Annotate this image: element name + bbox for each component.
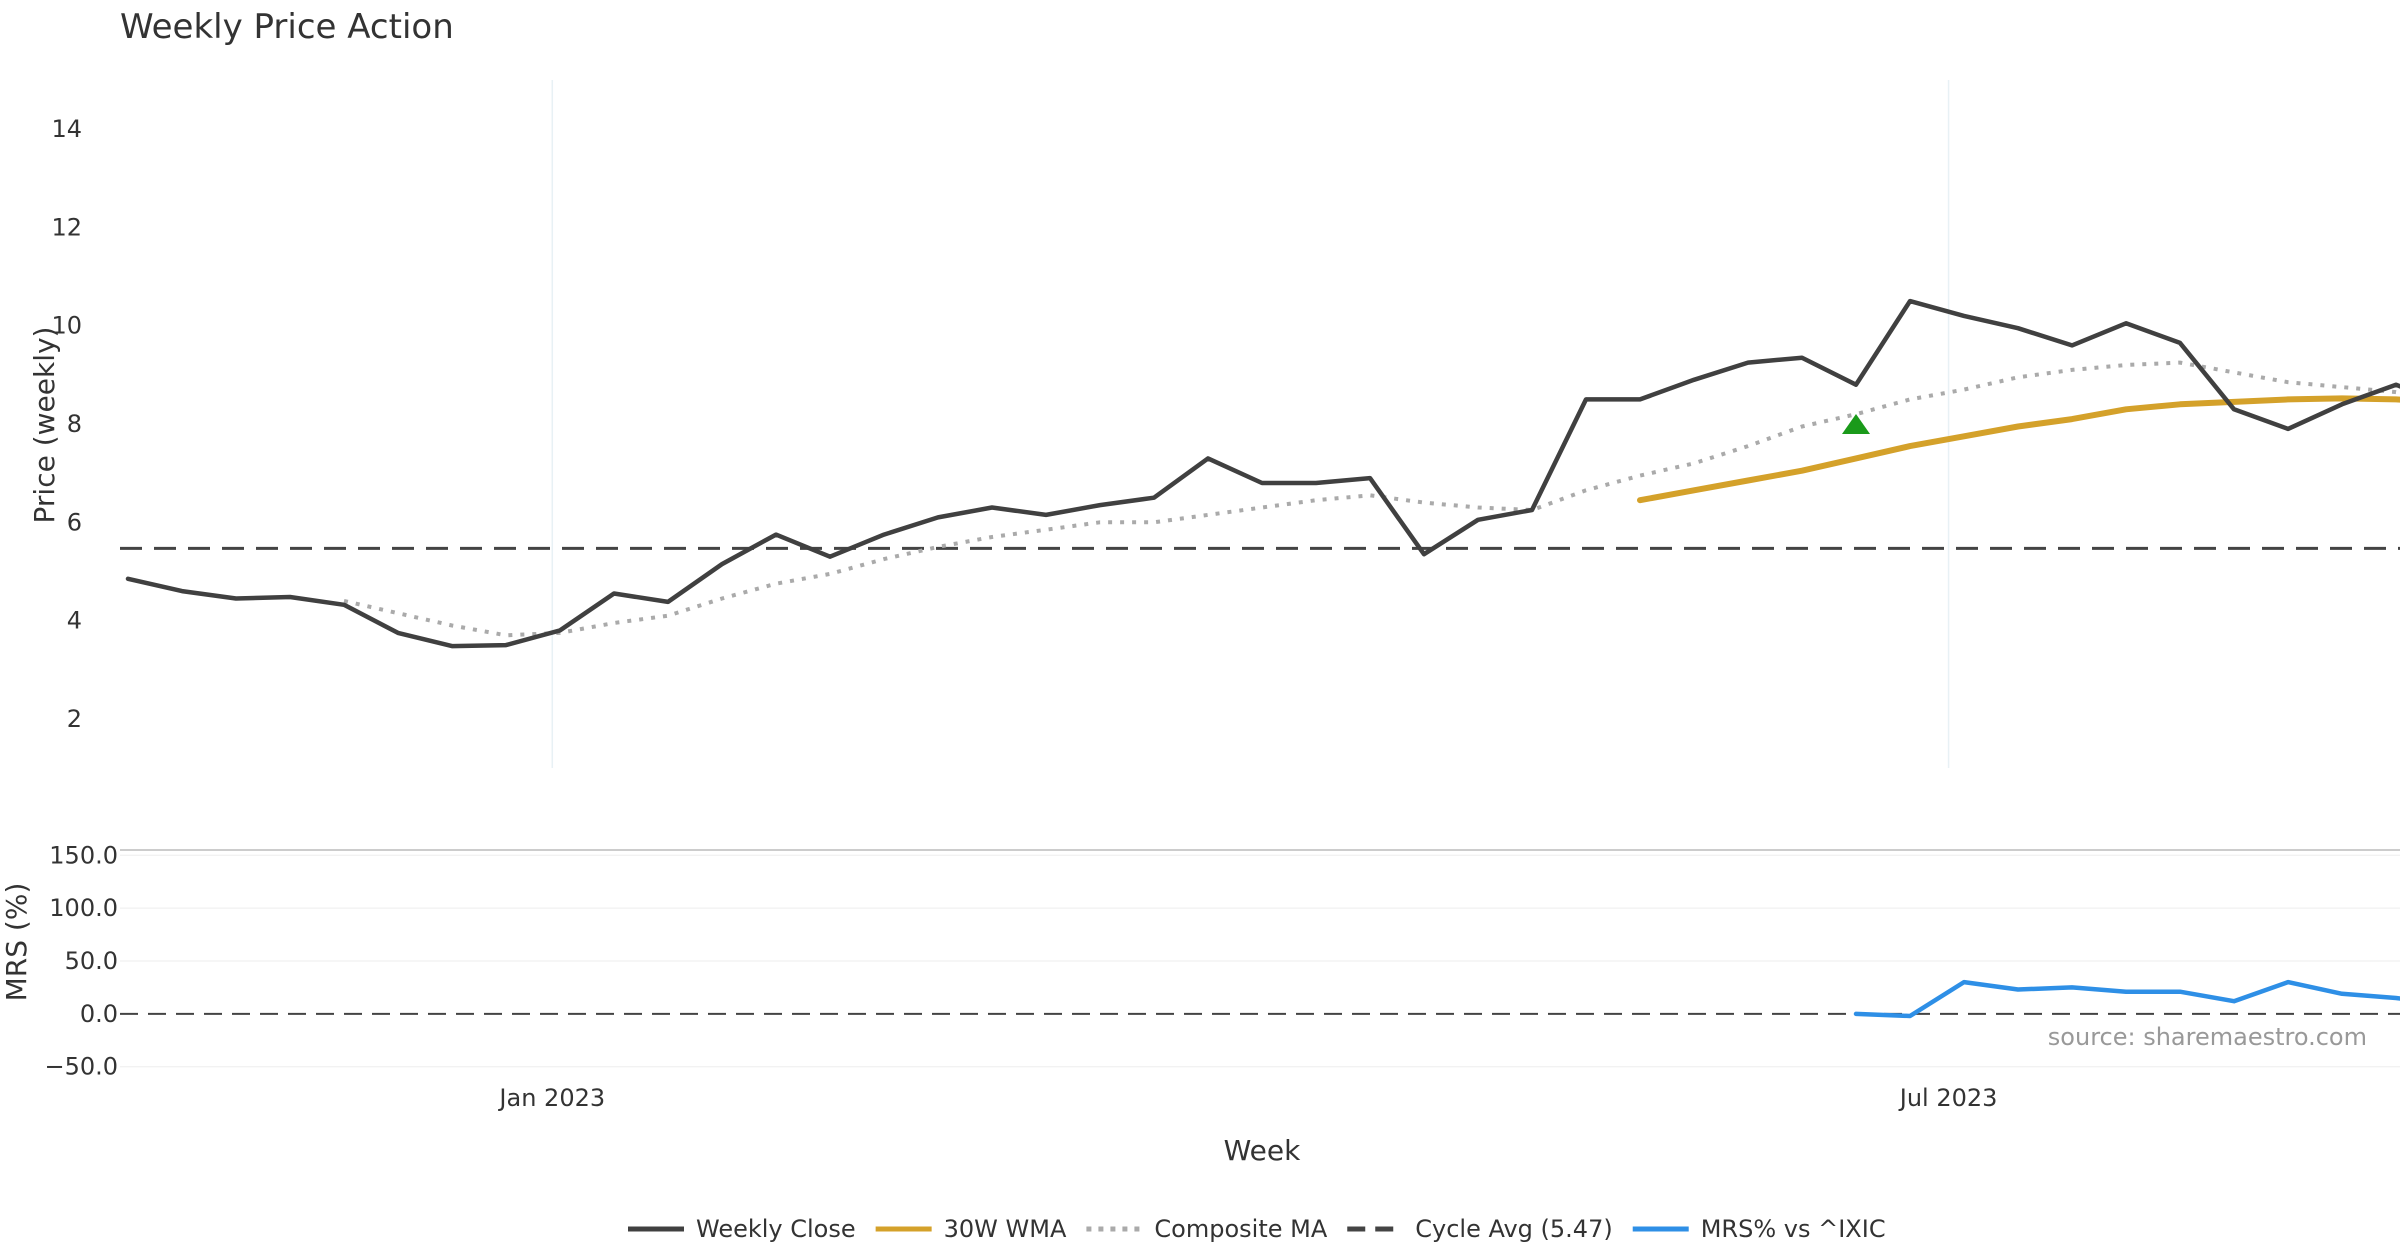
legend-label: Composite MA: [1154, 1215, 1327, 1243]
source-annotation: source: sharemaestro.com: [2048, 1023, 2367, 1051]
price-y-tick-label: 14: [51, 115, 82, 143]
price-y-tick-label: 6: [67, 508, 82, 536]
signal-markers: [1842, 414, 1870, 434]
mrs-y-ticks: 150.0 100.0 50.0 0.0 −50.0: [44, 841, 118, 1080]
price-y-ticks: 2 4 6 8 10 12 14: [51, 115, 82, 733]
price-y-tick-label: 12: [51, 213, 82, 241]
series-weekly-close: [125, 298, 2400, 649]
legend-item: MRS% vs ^IXIC: [1632, 1215, 1886, 1243]
x-tick-label: Jul 2023: [1898, 1084, 1998, 1112]
series-30w-wma: [1637, 395, 2400, 504]
mrs-y-tick-label: 50.0: [65, 947, 118, 975]
mrs-y-tick-label: 100.0: [49, 894, 118, 922]
legend: Weekly Close 30W WMA Composite MA Cycle Avg…: [628, 1215, 1886, 1243]
legend-item: Weekly Close: [628, 1215, 856, 1243]
price-y-axis-label: Price (weekly): [28, 327, 61, 524]
mrs-gridlines: [120, 854, 2400, 1068]
mrs-y-axis-label: MRS (%): [0, 883, 33, 1002]
price-series-group: [120, 298, 2400, 649]
mrs-y-tick-label: −50.0: [44, 1053, 118, 1081]
mrs-y-tick-label: 0.0: [80, 1000, 118, 1028]
legend-label: Weekly Close: [696, 1215, 856, 1243]
buy-signal-marker: [1842, 414, 1870, 434]
legend-item: Cycle Avg (5.47): [1347, 1215, 1613, 1243]
legend-label: MRS% vs ^IXIC: [1701, 1215, 1886, 1243]
price-y-tick-label: 8: [67, 410, 82, 438]
price-y-tick-label: 2: [67, 705, 82, 733]
legend-item: Composite MA: [1086, 1215, 1328, 1243]
price-y-tick-label: 4: [67, 607, 82, 635]
price-gridlines: [551, 80, 1950, 768]
chart-title: Weekly Price Action: [120, 7, 454, 47]
x-tick-label: Jan 2023: [497, 1084, 605, 1112]
x-axis-label: Week: [1224, 1134, 1301, 1167]
price-y-tick-label: 10: [51, 312, 82, 340]
mrs-y-tick-label: 150.0: [49, 841, 118, 869]
legend-label: Cycle Avg (5.47): [1415, 1215, 1612, 1243]
legend-item: 30W WMA: [875, 1215, 1067, 1243]
legend-label: 30W WMA: [944, 1215, 1067, 1243]
